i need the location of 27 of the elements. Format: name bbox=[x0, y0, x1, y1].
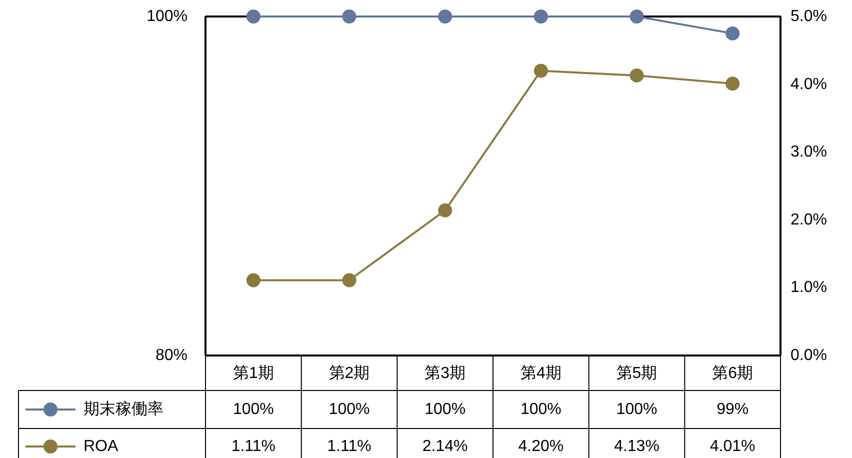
x-tick-label: 第5期 bbox=[616, 364, 658, 382]
x-tick-label: 第3期 bbox=[424, 364, 466, 382]
data-label: 100% bbox=[520, 401, 562, 418]
data-label: 4.20% bbox=[518, 438, 564, 455]
data-label: 4.13% bbox=[614, 438, 660, 455]
x-tick-label: 第1期 bbox=[232, 364, 274, 382]
x-tick-label: 第6期 bbox=[712, 364, 754, 382]
y-tick-label: 80% bbox=[155, 347, 188, 364]
data-label: 2.14% bbox=[422, 438, 468, 455]
y2-tick-label: 0.0% bbox=[790, 347, 827, 364]
y2-tick-label: 5.0% bbox=[790, 8, 827, 25]
y2-tick-label: 4.0% bbox=[790, 76, 827, 93]
data-label: 1.11% bbox=[327, 438, 372, 455]
x-tick-label: 第2期 bbox=[328, 364, 370, 382]
legend-label: ROA bbox=[84, 438, 118, 455]
data-label: 100% bbox=[424, 401, 466, 418]
data-label: 99% bbox=[716, 401, 749, 418]
x-tick-label: 第4期 bbox=[520, 364, 562, 382]
y2-tick-label: 3.0% bbox=[790, 144, 827, 161]
y2-tick-label: 2.0% bbox=[790, 211, 827, 228]
data-label: 100% bbox=[328, 401, 370, 418]
y2-tick-label: 1.0% bbox=[790, 279, 827, 296]
data-label: 1.11% bbox=[231, 438, 276, 455]
data-label: 100% bbox=[616, 401, 658, 418]
data-label: 4.01% bbox=[710, 438, 756, 455]
legend-label: 期末稼働率 bbox=[84, 400, 164, 418]
data-label: 100% bbox=[232, 401, 274, 418]
